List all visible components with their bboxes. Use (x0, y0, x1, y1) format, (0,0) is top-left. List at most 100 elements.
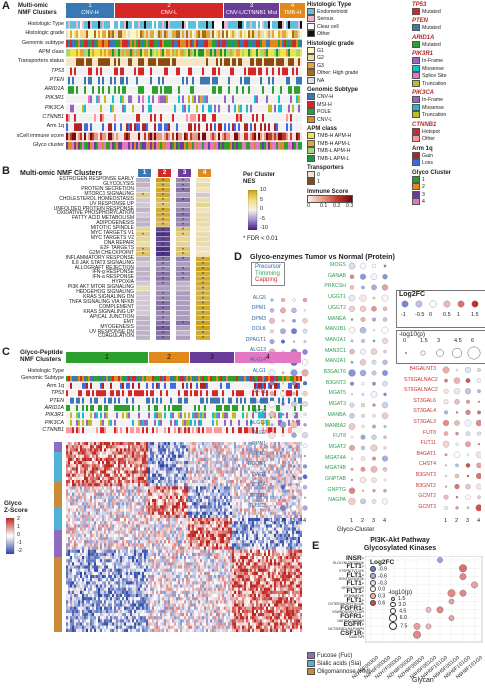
panel-b-cell (156, 202, 170, 208)
panel-a-cell (70, 76, 73, 85)
panel-c-annot-cell (288, 419, 291, 426)
panel-c-heat-cell (146, 473, 149, 477)
panel-b-cell (136, 178, 150, 183)
panel-c-heat-cell (68, 467, 71, 471)
panel-c-heat-cell (136, 467, 139, 471)
panel-c-heat-cell (74, 454, 77, 458)
panel-a-cell (268, 132, 271, 141)
panel-c-heat-cell (104, 486, 107, 490)
panel-a-cell (284, 58, 287, 66)
panel-a-cell (72, 39, 75, 48)
panel-c-annot-cell (162, 390, 165, 397)
panel-a-cell (94, 141, 97, 150)
panel-c-heat-cell (156, 480, 159, 484)
panel-c-annot-cell (138, 397, 141, 404)
panel-c-heat-cell (224, 451, 227, 455)
panel-a-cell (72, 21, 75, 29)
panel-c-heat-cell (172, 473, 175, 477)
panel-c-heat-cell (150, 483, 153, 487)
panel-c-heat-cell (230, 476, 233, 481)
panel-c-heat-cell (138, 442, 141, 446)
panel-a-cell (256, 58, 259, 66)
panel-a-cell (80, 141, 83, 150)
panel-a-cell (152, 86, 155, 94)
panel-c-annot-cell (84, 419, 87, 426)
panel-a-cell (300, 30, 302, 38)
panel-c-annot-cell (154, 397, 157, 404)
panel-a-cell (224, 132, 227, 141)
panel-c-heat-cell (110, 480, 113, 484)
panel-c-annot-cell (248, 382, 251, 389)
panel-c-heat-cell (214, 454, 217, 458)
panel-a-cell (146, 141, 149, 150)
panel-a-cell (250, 141, 253, 150)
panel-c-heat-cell (194, 483, 197, 487)
panel-c-annot-cell (90, 376, 93, 382)
panel-b-cell (156, 217, 170, 222)
panel-a-cell (72, 104, 75, 113)
panel-c-heat-cell (212, 457, 215, 462)
panel-c-heat-cell (202, 448, 205, 452)
panel-a-cell (148, 30, 151, 38)
panel-c-annot-cell (76, 376, 79, 382)
panel-a-cell (226, 58, 229, 66)
panel-c-heat-cell (246, 451, 249, 455)
panel-c-annot-cell (156, 376, 159, 382)
panel-c-heat-cell (150, 467, 153, 471)
panel-c-heat-cell (172, 451, 175, 455)
panel-c-annot-cell (200, 419, 203, 426)
panel-c-heat-cell (300, 451, 302, 455)
legend-swatch (307, 69, 315, 77)
panel-c-heat-cell (138, 480, 141, 484)
panel-a-cell (174, 30, 177, 38)
panel-a-cell (220, 132, 223, 141)
panel-c-heat-cell (228, 489, 231, 493)
panel-b-sig-star: * (182, 208, 185, 214)
panel-c-heat-cell (232, 442, 235, 446)
panel-a-cell (74, 86, 77, 94)
panel-c-heat-cell (128, 483, 131, 487)
panel-c-heat-cell (296, 454, 299, 458)
panel-a-cell (288, 104, 291, 113)
panel-a-cell (208, 86, 211, 94)
panel-a-cell (192, 123, 195, 131)
panel-a-cell (114, 123, 117, 131)
panel-a-cell (128, 132, 131, 141)
panel-c-heat-cell (92, 470, 95, 474)
panel-c-heat-cell (164, 467, 167, 471)
panel-a-cell (184, 39, 187, 48)
panel-c-heat-cell (162, 480, 165, 484)
panel-c-heat-cell (264, 467, 267, 471)
panel-c-heat-cell (236, 451, 239, 455)
panel-c-heat-cell (216, 470, 219, 474)
panel-b-cell (196, 310, 210, 316)
panel-a-cell (284, 141, 287, 150)
panel-c-heat-cell (242, 480, 245, 484)
legend-label: Hotspot (422, 128, 440, 135)
panel-c-annot-cell (82, 405, 85, 411)
panel-a-cell (146, 86, 149, 94)
panel-c-heat-cell (286, 457, 289, 462)
panel-c-heat-cell (298, 467, 301, 471)
panel-c-annot-cell (152, 427, 155, 434)
panel-b-cell (136, 222, 150, 227)
panel-a-cell (220, 114, 223, 122)
panel-a-cell (114, 21, 117, 29)
panel-c-heat-cell (92, 461, 95, 465)
panel-c-annot-cell (224, 390, 227, 397)
panel-c-heat-cell (78, 464, 81, 468)
panel-c-heat-cell (162, 486, 165, 490)
panel-c-annot-cell (138, 376, 141, 382)
panel-a-cell (240, 86, 243, 94)
panel-a-cell (194, 114, 197, 122)
legend-item: 4 (412, 197, 484, 205)
panel-a-cell (208, 104, 211, 113)
legend-swatch (412, 57, 420, 65)
panel-a-cell (124, 58, 127, 66)
panel-c-annot-cell (164, 405, 167, 411)
panel-c-heat-cell (190, 448, 193, 452)
panel-c-annot-cell (240, 412, 243, 419)
panel-a-cell (242, 39, 245, 48)
panel-a-cell (294, 114, 297, 122)
panel-c-heat-cell (78, 467, 81, 471)
